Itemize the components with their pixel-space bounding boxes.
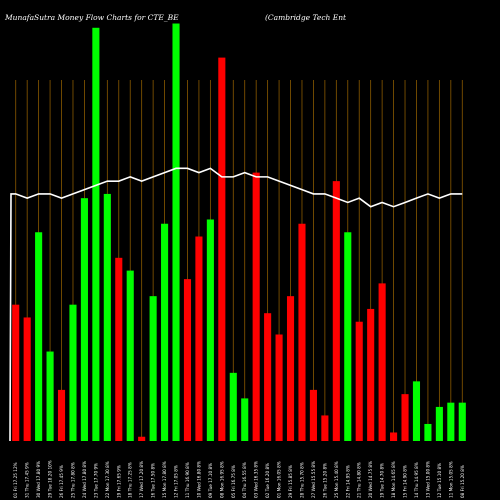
x-tick-label: 15 Fri 14.90 8% [403,465,408,498]
x-tick-label: 08 Fri 15.20 8% [460,465,465,498]
money-flow-bar [321,415,329,441]
money-flow-bar [206,219,214,441]
money-flow-bar [424,423,432,441]
money-flow-bar [286,296,295,441]
x-tick-label: 28 Thu 15.70 8% [299,462,304,498]
money-flow-bar [218,57,226,441]
money-flow-bar [252,172,260,441]
money-flow-bar [103,193,111,441]
money-flow-bar [80,198,88,441]
x-tick-label: 19 Fri 17.65 9% [116,465,121,498]
money-flow-bar [183,279,192,441]
x-tick-label: 18 Mon 14.65 8% [391,461,396,498]
x-tick-label: 19 Tue 14.70 8% [380,463,385,498]
money-flow-bar [12,304,20,441]
x-tick-label: 22 Fri 14.95 8% [345,465,350,498]
x-tick-label: 11 Thu 16.90 8% [185,462,190,498]
x-tick-label: 18 Thu 17.25 8% [128,462,133,498]
money-flow-bar [332,181,340,441]
money-flow-bar [161,223,169,441]
x-tick-label: 12 Fri 17.05 8% [174,465,179,498]
x-tick-label: 21 Thu 14.80 8% [357,462,362,498]
x-tick-label: 23 Tue 17.70 9% [93,463,98,498]
x-tick-label: 15 Mon 17.80 8% [162,461,167,498]
x-tick-label: 09 Tue 17.10 8% [208,463,213,498]
money-flow-bar [264,313,272,441]
money-flow-bar [435,406,443,441]
x-tick-label: 20 Wed 14.75 8% [368,461,373,498]
money-flow-bar [401,394,409,441]
money-flow-bar [115,257,123,441]
money-flow-bar [367,308,375,441]
x-tick-label: 01 Mon 16.05 8% [277,461,282,498]
money-flow-bar [390,432,398,441]
money-flow-bar [35,232,43,441]
x-tick-label: 10 Wed 16.80 8% [196,461,201,498]
money-flow-bar [298,223,306,441]
x-tick-label: 13 Wed 15.00 8% [425,461,430,498]
money-flow-bar [57,389,66,441]
money-flow-bar [344,232,352,441]
money-flow-bar [378,283,386,441]
x-tick-label: 16 Tue 17.50 8% [151,463,156,498]
x-tick-label: 08 Mon 16.95 8% [219,461,224,498]
money-flow-bar [355,321,363,441]
x-tick-label: 30 Wed 17.80 9% [36,461,41,498]
x-tick-label: 12 Tue 15.10 8% [437,463,442,498]
money-flow-bar [241,398,249,441]
money-flow-bar [126,270,134,441]
money-flow-bar [138,436,146,441]
x-tick-label: 11 Mon 15.05 8% [448,461,453,498]
money-flow-bar [412,381,421,441]
money-flow-bar [309,389,317,441]
x-tick-label: 02 Tue 16.20 8% [265,463,270,498]
x-tick-label: 29 Tue 18.20 10% [48,460,53,498]
x-tick-label: 29 Fri 15.85 8% [288,465,293,498]
money-flow-bar [69,304,77,441]
money-flow-bar [447,402,455,441]
money-flow-bar [92,27,100,442]
money-flow-bar [229,372,237,441]
price-line [9,167,463,442]
x-tick-label: 26 Fri 17.45 9% [59,465,64,498]
money-flow-bar [275,334,283,441]
money-flow-bar [23,317,31,441]
x-tick-label: 17 Wed 17.20 8% [139,461,144,498]
money-flow-bar [458,402,466,441]
x-tick-label: 26 Tue 15.20 8% [322,463,327,498]
x-tick-label: 27 Wed 15.55 8% [311,461,316,498]
x-tick-label: 01 Fri 17.25 12% [13,462,18,498]
x-axis-labels: 01 Fri 17.25 12% 31 Thu 17.45 9% 30 Wed 17… [13,460,465,498]
x-tick-label: 14 Thu 14.95 8% [414,462,419,498]
money-flow-bar [46,351,54,441]
x-tick-label: 05 Fri 16.75 8% [231,465,236,498]
money-flow-bar [149,296,157,441]
x-tick-label: 22 Mon 17.30 8% [105,461,110,498]
chart-title-right: (Cambridge Tech Ent [265,13,347,22]
price-line-series [9,167,463,442]
x-tick-label: 24 Wed 17.80 8% [82,461,87,498]
money-flow-bar [172,23,180,442]
x-tick-label: 25 Thu 17.80 8% [70,462,75,498]
chart-title-left: MunafaSutra Money Flow Charts for CTE_BE [4,13,179,22]
x-tick-label: 31 Thu 17.45 9% [25,462,30,498]
bar-series [12,23,466,442]
x-tick-label: 03 Wed 16.35 8% [254,461,259,498]
x-tick-label: 25 Mon 15.40 8% [334,461,339,498]
money-flow-bar [195,236,203,441]
x-tick-label: 04 Thu 16.55 8% [242,462,247,498]
